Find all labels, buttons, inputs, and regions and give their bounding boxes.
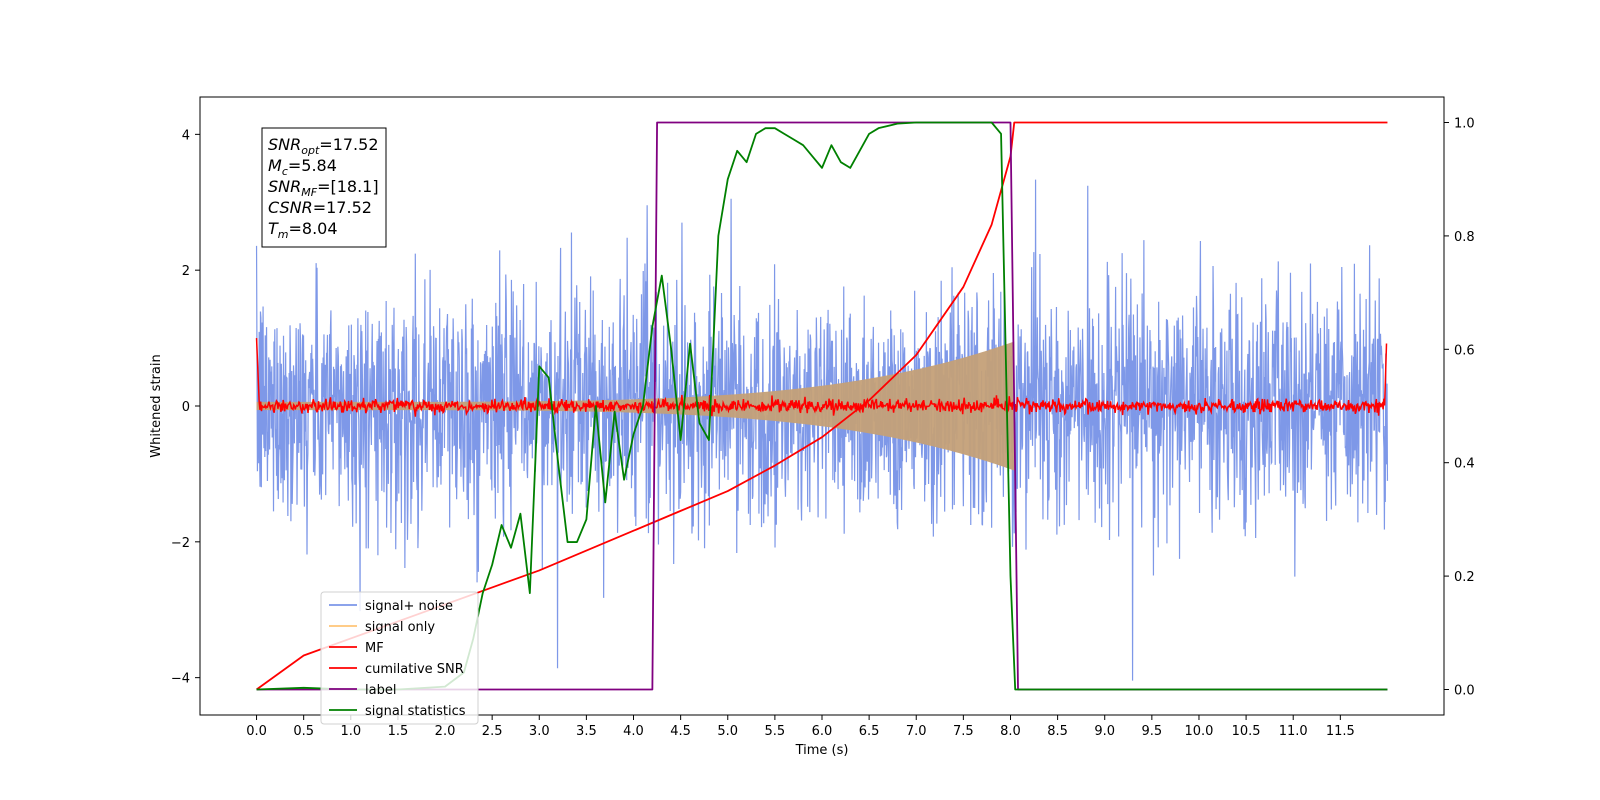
x-tick-label: 11.0 bbox=[1279, 724, 1308, 739]
x-tick-label: 8.5 bbox=[1047, 724, 1068, 739]
x-tick-label: 2.0 bbox=[435, 724, 456, 739]
x-tick-label: 0.5 bbox=[293, 724, 314, 739]
y-tick-label: −4 bbox=[171, 672, 190, 687]
y-tick-label: −2 bbox=[171, 536, 190, 551]
y-axis-label: Whitened strain bbox=[149, 354, 164, 457]
x-tick-label: 7.5 bbox=[953, 724, 974, 739]
legend-entry: signal only bbox=[365, 620, 435, 635]
legend-entry: MF bbox=[365, 641, 384, 656]
x-tick-label: 9.0 bbox=[1094, 724, 1115, 739]
legend-entry: cumilative SNR bbox=[365, 662, 464, 677]
legend-entry: signal statistics bbox=[365, 704, 466, 719]
x-tick-label: 10.0 bbox=[1184, 724, 1213, 739]
x-tick-label: 5.5 bbox=[765, 724, 786, 739]
legend-entry: signal+ noise bbox=[365, 599, 453, 614]
y2-tick-label: 0.4 bbox=[1454, 457, 1475, 472]
x-tick-label: 3.0 bbox=[529, 724, 550, 739]
x-tick-label: 3.5 bbox=[576, 724, 597, 739]
y2-tick-label: 0.6 bbox=[1454, 343, 1475, 358]
x-axis-label: Time (s) bbox=[795, 743, 849, 758]
x-tick-label: 4.0 bbox=[623, 724, 644, 739]
x-tick-label: 5.0 bbox=[717, 724, 738, 739]
x-tick-label: 0.0 bbox=[246, 724, 267, 739]
x-tick-label: 2.5 bbox=[482, 724, 503, 739]
y-tick-label: 2 bbox=[182, 264, 190, 279]
axis-ticks: 0.0 0.5 1.0 1.5 2.0 2.5 3.0 3.5 4.0 4.5 5.0 5.5 6.0 6… bbox=[171, 117, 1475, 739]
y2-tick-label: 0.0 bbox=[1454, 683, 1475, 698]
x-tick-label: 1.0 bbox=[340, 724, 361, 739]
y-tick-label: 4 bbox=[182, 128, 190, 143]
legend: signal+ noise signal only MF cumilative SNR… bbox=[320, 591, 479, 725]
x-tick-label: 4.5 bbox=[670, 724, 691, 739]
x-tick-label: 10.5 bbox=[1232, 724, 1261, 739]
annotation-line: Tm=8.04 bbox=[268, 219, 338, 241]
y2-tick-label: 1.0 bbox=[1454, 117, 1475, 132]
series-mf bbox=[255, 338, 1388, 417]
series-signal-statistics bbox=[256, 121, 1388, 691]
x-tick-label: 11.5 bbox=[1326, 724, 1355, 739]
annotation-line: CSNR=17.52 bbox=[268, 198, 372, 217]
x-tick-label: 9.5 bbox=[1142, 724, 1163, 739]
x-tick-label: 6.0 bbox=[812, 724, 833, 739]
annotation-line: Mc=5.84 bbox=[268, 156, 337, 178]
x-tick-label: 7.0 bbox=[906, 724, 927, 739]
annotation-line: SNRMF=[18.1] bbox=[268, 177, 379, 199]
x-tick-label: 6.5 bbox=[859, 724, 880, 739]
annotation-line: SNRopt=17.52 bbox=[268, 135, 379, 157]
y2-tick-label: 0.8 bbox=[1454, 230, 1475, 245]
x-tick-label: 8.0 bbox=[1000, 724, 1021, 739]
snr-annotation-box: SNRopt=17.52Mc=5.84SNRMF=[18.1]CSNR=17.5… bbox=[261, 127, 387, 248]
legend-frame bbox=[320, 591, 479, 725]
y-tick-label: 0 bbox=[182, 400, 190, 415]
legend-entry: label bbox=[365, 683, 396, 698]
annotation-frame bbox=[261, 127, 387, 248]
x-tick-label: 1.5 bbox=[388, 724, 409, 739]
y2-tick-label: 0.2 bbox=[1454, 570, 1475, 585]
